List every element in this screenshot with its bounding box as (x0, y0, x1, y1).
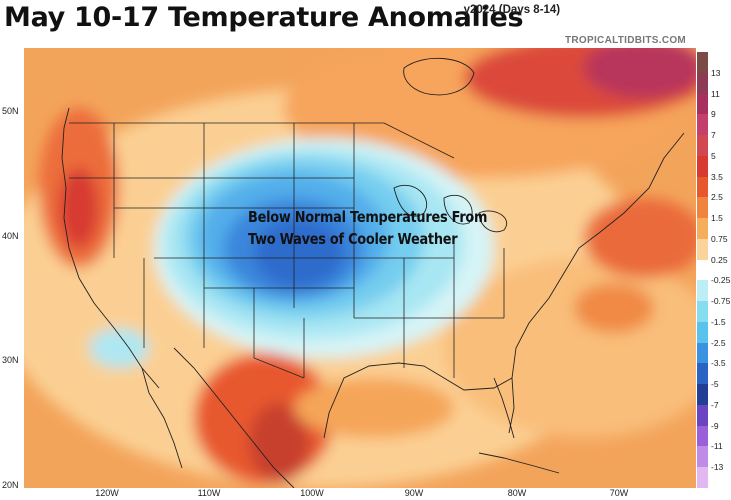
florida (493, 377, 515, 439)
lat-label-50n: 50N (2, 106, 19, 116)
lat-label-40n: 40N (2, 231, 19, 241)
state-lines (69, 122, 505, 379)
lon-label-120w: 120W (95, 488, 119, 498)
forecast-annotation: Below Normal Temperatures From Two Waves… (248, 206, 487, 250)
map-subtitle: y2024 (Days 8-14) (463, 4, 561, 16)
legend-color-cell (697, 218, 708, 240)
legend-color-cell (697, 238, 708, 261)
west-coast (61, 107, 160, 389)
legend-color-cell (697, 135, 708, 157)
legend-label: 2.5 (711, 192, 723, 203)
legend-color-cell (697, 425, 708, 447)
anomaly-hot-pacific-nw (59, 168, 99, 248)
anomaly-hotter-mexico (249, 403, 309, 483)
anomaly-cool-southwest (89, 328, 149, 368)
legend-color-cell (697, 72, 708, 94)
legend-color-cell (697, 363, 708, 385)
anomaly-warm-sargasso (574, 283, 654, 333)
lat-label-30n: 30N (2, 355, 19, 365)
legend-label: 9 (711, 109, 716, 120)
anomaly-hot-labrador (584, 48, 696, 98)
legend-label: -13 (711, 462, 724, 473)
legend-color-cell (697, 384, 708, 406)
legend-label: -0.25 (711, 275, 731, 286)
map-title: May 10-17 Temperature Anomalies (4, 2, 524, 33)
legend-color-cell (697, 342, 708, 364)
lon-label-110w: 110W (197, 488, 221, 498)
legend-label: -5 (711, 379, 719, 390)
cuba (478, 452, 560, 474)
lon-label-80w: 80W (507, 488, 527, 498)
east-coast (511, 132, 685, 379)
legend-color-cell (697, 93, 708, 115)
coastlines (61, 57, 685, 488)
annotation-line-2: Two Waves of Cooler Weather (248, 230, 458, 248)
legend-color-cell (697, 52, 708, 74)
legend-color-cell (697, 155, 708, 178)
legend-label: -3.5 (711, 358, 726, 369)
gulf-coast (323, 362, 515, 439)
legend-label: -2.5 (711, 337, 726, 348)
hudson-bay (403, 57, 475, 96)
legend-label: 0.75 (711, 233, 728, 244)
legend-label: 1.5 (711, 213, 723, 224)
legend-color-cell (697, 404, 708, 427)
annotation-line-1: Below Normal Temperatures From (248, 208, 488, 226)
legend-label: -0.75 (711, 296, 731, 307)
lon-label-100w: 100W (300, 488, 324, 498)
legend-color-cell (697, 446, 708, 468)
legend-label: 11 (711, 88, 720, 99)
legend-label: 3.5 (711, 171, 723, 182)
legend-colorbar (697, 52, 708, 489)
legend-color-cell (697, 114, 708, 136)
anomaly-cold-center (254, 218, 344, 288)
anomaly-warm-gulf (294, 378, 454, 438)
legend-label: -1.5 (711, 316, 726, 327)
lat-label-20n: 20N (2, 480, 19, 490)
legend-color-cell (697, 467, 708, 489)
mexico-west (173, 347, 295, 488)
legend-color-cell (697, 280, 708, 302)
legend-color-cell (697, 176, 708, 198)
legend-color-cell (697, 321, 708, 344)
legend-label: -7 (711, 399, 719, 410)
legend-color-cell (697, 301, 708, 323)
legend-label: 7 (711, 130, 716, 141)
anomaly-map (24, 48, 696, 488)
legend-label: 13 (711, 67, 721, 78)
source-watermark: TROPICALTIDBITS.COM (565, 35, 687, 46)
lon-label-90w: 90W (404, 488, 424, 498)
baja (141, 367, 183, 469)
great-lakes (393, 184, 507, 233)
legend-color-cell (697, 197, 708, 219)
anomaly-warm-atlantic (584, 198, 696, 278)
legend-label: -11 (711, 441, 723, 452)
legend-label: -9 (711, 420, 719, 431)
lon-label-70w: 70W (609, 488, 629, 498)
legend-color-cell (697, 259, 708, 281)
legend-label: 5 (711, 150, 716, 161)
legend-label: 0.25 (711, 254, 728, 265)
